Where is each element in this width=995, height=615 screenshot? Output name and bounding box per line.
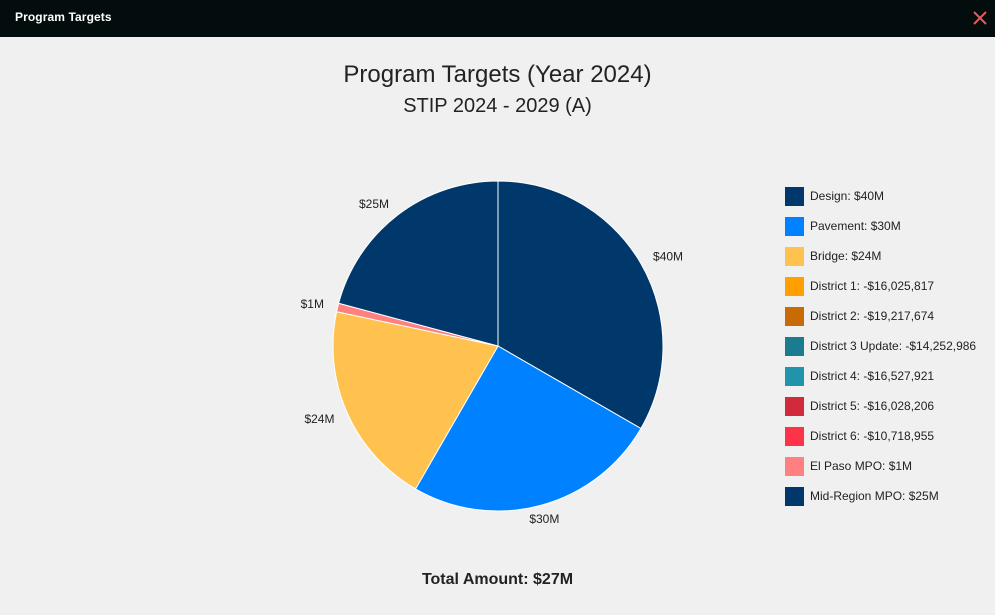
legend-item[interactable]: El Paso MPO: $1M [785, 456, 976, 476]
legend-swatch [785, 486, 804, 506]
legend-item[interactable]: Mid-Region MPO: $25M [785, 486, 976, 506]
chart-title: Program Targets (Year 2024) [343, 61, 652, 88]
total-amount: Total Amount: $27M [421, 571, 574, 588]
pie-slice-pavement[interactable] [414, 345, 642, 512]
legend-label: Design: $40M [810, 189, 885, 203]
legend-label: District 4: -$16,527,921 [810, 369, 935, 383]
legend-item[interactable]: District 3 Update: -$14,252,986 [785, 336, 976, 356]
legend-item[interactable]: District 4: -$16,527,921 [785, 366, 976, 386]
legend-item[interactable]: District 1: -$16,025,817 [785, 276, 976, 296]
pie-data-label: $25M [359, 197, 389, 211]
legend-item[interactable]: District 6: -$10,718,955 [785, 426, 976, 446]
legend-item[interactable]: District 2: -$19,217,674 [785, 306, 976, 326]
legend-item[interactable]: Bridge: $24M [785, 246, 976, 266]
legend-label: Mid-Region MPO: $25M [810, 489, 939, 503]
pie-slice-bridge[interactable] [332, 311, 499, 490]
legend-swatch [785, 276, 804, 296]
legend-label: El Paso MPO: $1M [810, 459, 913, 473]
pie-data-label: $40M [653, 250, 683, 264]
pie-data-label: $24M [304, 412, 334, 426]
close-icon[interactable] [971, 9, 989, 27]
legend-label: Pavement: $30M [810, 219, 901, 233]
legend-swatch [785, 456, 804, 476]
pie-data-label: $30M [529, 512, 559, 526]
legend-item[interactable]: Design: $40M [785, 186, 976, 206]
legend-label: District 5: -$16,028,206 [810, 399, 935, 413]
legend-label: District 1: -$16,025,817 [810, 279, 935, 293]
legend-swatch [785, 186, 804, 206]
chart-subtitle: STIP 2024 - 2029 (A) [403, 95, 592, 117]
pie-slice-mid-region-mpo[interactable] [338, 180, 499, 347]
legend-item[interactable]: Pavement: $30M [785, 216, 976, 236]
legend-label: District 3 Update: -$14,252,986 [810, 339, 977, 353]
legend-swatch [785, 306, 804, 326]
window-title: Program Targets [15, 10, 112, 24]
chart-legend: Design: $40M Pavement: $30M Bridge: $24M Di… [785, 186, 976, 516]
window-titlebar: Program Targets [0, 0, 995, 37]
legend-label: District 6: -$10,718,955 [810, 429, 935, 443]
legend-swatch [785, 366, 804, 386]
legend-swatch [785, 246, 804, 266]
legend-item[interactable]: District 5: -$16,028,206 [785, 396, 976, 416]
legend-swatch [785, 336, 804, 356]
legend-label: District 2: -$19,217,674 [810, 309, 935, 323]
legend-swatch [785, 426, 804, 446]
pie-slice-design[interactable] [497, 180, 664, 430]
legend-swatch [785, 216, 804, 236]
legend-swatch [785, 396, 804, 416]
legend-label: Bridge: $24M [810, 249, 882, 263]
pie-data-label: $1M [301, 297, 324, 311]
